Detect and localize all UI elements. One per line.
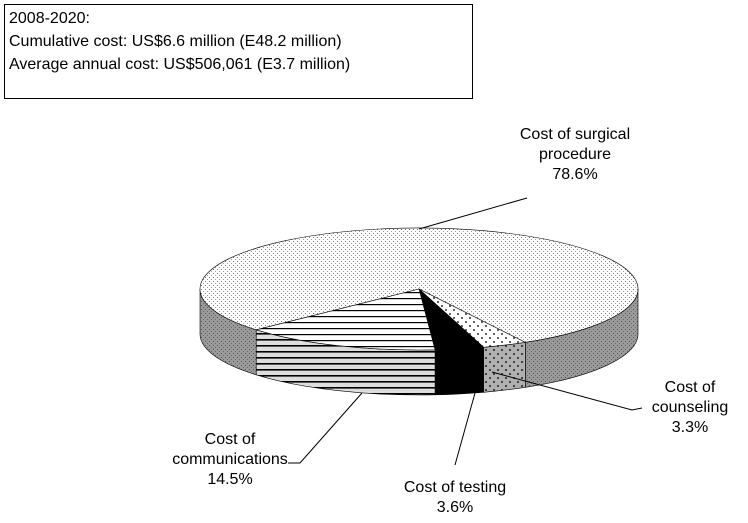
slice-top [255,288,436,351]
slice-side [483,341,526,393]
leader-line [491,371,643,411]
category-label: Cost of testing [403,479,507,496]
slice [255,288,436,396]
category-label: Cost of communications [172,431,288,468]
annotation: 2008-2020: [9,10,90,27]
value-label: 3.6% [436,499,474,516]
slice-top [199,227,639,343]
value-label: 78.6% [552,166,598,183]
slice [199,227,639,388]
leader-line [454,392,476,466]
slice-label: Cost of communications 14.5% [160,430,300,490]
annotation: Average annual cost: US$506,061 (E3.7 mi… [9,56,351,73]
slice-label: Cost of testing 3.6% [370,478,540,518]
category-label: Cost of surgical procedure [519,126,631,163]
slice-side [434,346,484,396]
value-label: 14.5% [207,471,253,488]
pie [199,227,639,396]
annotation: Cumulative cost: US$6.6 million (E48.2 m… [9,33,342,50]
leader-lines [288,197,643,466]
value-label: 3.3% [671,419,709,436]
leader-line [418,197,528,230]
leader-line [288,392,363,464]
slice-label: Cost of counseling 3.3% [640,378,740,438]
category-label: Cost of counseling [651,379,729,416]
annotation-box: 2008-2020: Cumulative cost: US$6.6 milli… [4,4,473,99]
slice-label: Cost of surgical procedure 78.6% [495,125,655,185]
